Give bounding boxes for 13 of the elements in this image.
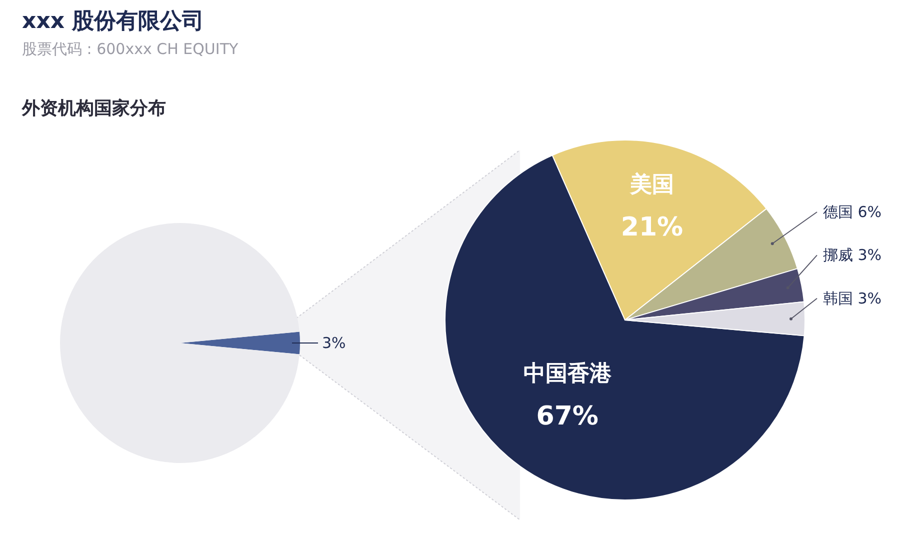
data-label: 3% bbox=[322, 334, 346, 352]
data-label: 21% bbox=[620, 212, 684, 243]
slice-label: 中国香港 bbox=[523, 361, 612, 386]
pie-slice bbox=[180, 332, 300, 354]
pie-slice bbox=[60, 223, 300, 463]
chart-subtitle: 股票代码 : 600xxx CH EQUITY bbox=[22, 40, 238, 59]
slice-label: 德国 6% bbox=[823, 203, 882, 221]
chart-title: xxx 股份有限公司 bbox=[22, 8, 204, 36]
data-label: 67% bbox=[536, 401, 598, 432]
slice-label: 挪威 3% bbox=[823, 246, 882, 264]
slice-label: 美国 bbox=[629, 172, 674, 198]
text: 外资机构国家分布 bbox=[22, 97, 166, 120]
slice-label: 韩国 3% bbox=[823, 289, 882, 308]
